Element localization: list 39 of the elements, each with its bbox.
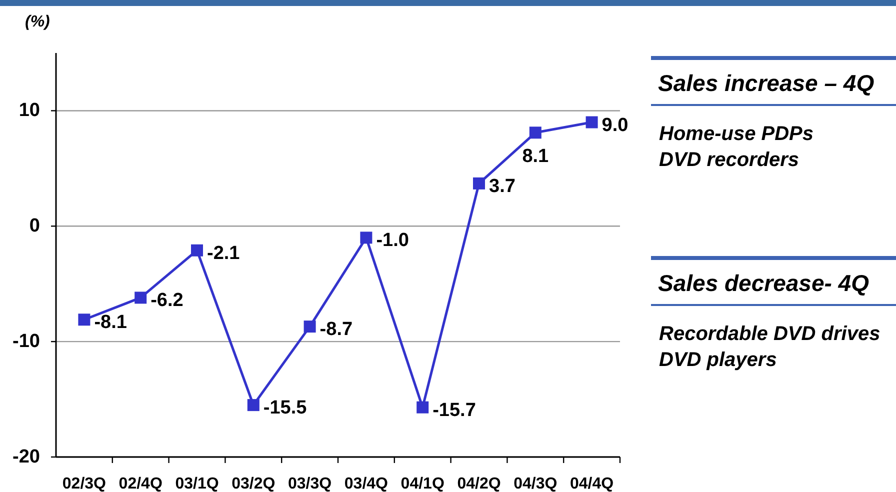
point	[78, 314, 90, 326]
y-tick-label: -20	[12, 446, 40, 468]
x-tick-label: 03/2Q	[232, 476, 276, 492]
x-tick-label: 04/1Q	[400, 476, 444, 492]
text: Home-use PDPs DVD recorders	[659, 123, 814, 171]
x-tick-label: 03/4Q	[344, 476, 388, 492]
x-tick-label: 03/3Q	[288, 476, 332, 492]
data-label: -2.1	[207, 242, 240, 264]
x-tick-label: 03/1Q	[175, 476, 219, 492]
data-label: 9.0	[602, 114, 628, 136]
point	[247, 399, 260, 412]
y-tick-label: -10	[12, 331, 40, 352]
text: Sales increase – 4Q	[658, 70, 874, 96]
point	[473, 177, 485, 190]
data-label: -8.1	[94, 312, 128, 334]
point	[360, 232, 372, 244]
y-tick-label: 10	[18, 100, 40, 122]
y-tick-label: 0	[29, 216, 40, 237]
x-tick-label: 02/4Q	[118, 476, 162, 492]
x-tick-label: 04/2Q	[457, 476, 501, 492]
text: Sales decrease- 4Q	[658, 270, 870, 296]
data-label: -6.2	[150, 290, 184, 312]
data-label: 8.1	[522, 146, 550, 168]
point	[416, 401, 429, 414]
data-label: -15.5	[263, 398, 308, 419]
data-label: -1.0	[376, 230, 409, 252]
point	[304, 320, 316, 333]
point	[134, 292, 147, 304]
data-label: 3.7	[489, 176, 516, 197]
text: Recordable DVD drives DVD players	[659, 323, 880, 371]
point	[191, 244, 203, 256]
point	[529, 126, 542, 139]
x-tick-label: 02/3Q	[62, 476, 106, 492]
x-tick-label: 04/4Q	[570, 476, 614, 492]
y-axis-title: (%)	[25, 14, 50, 30]
x-tick-label: 04/3Q	[514, 476, 558, 492]
point	[586, 116, 598, 128]
data-label: -8.7	[320, 319, 353, 340]
data-label: -15.7	[432, 400, 476, 421]
